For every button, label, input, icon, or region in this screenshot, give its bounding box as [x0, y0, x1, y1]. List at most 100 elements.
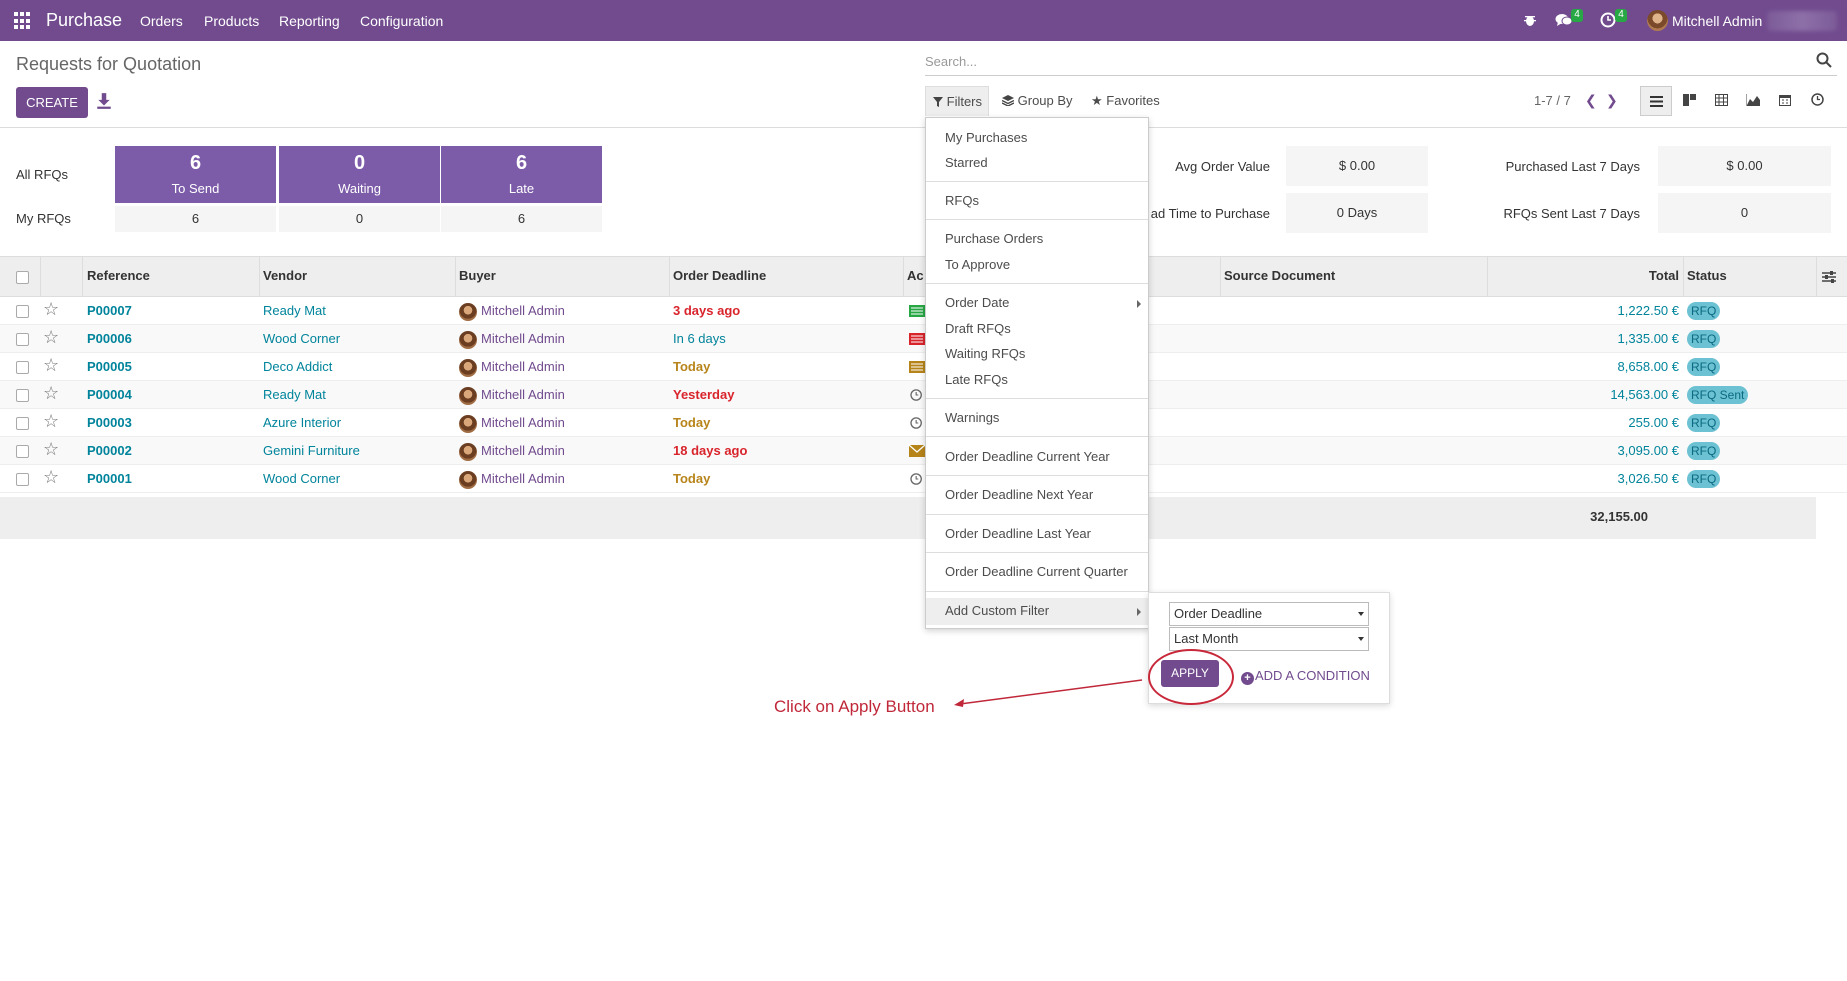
- search-icon[interactable]: [1816, 52, 1832, 68]
- table-row[interactable]: ☆ P00002 Gemini Furniture Mitchell Admin…: [0, 437, 1847, 465]
- tile-late[interactable]: 6 Late: [441, 146, 602, 203]
- star-icon[interactable]: ☆: [43, 467, 60, 487]
- menu-reporting[interactable]: Reporting: [279, 13, 340, 29]
- table-row[interactable]: ☆ P00001 Wood Corner Mitchell Admin Toda…: [0, 465, 1847, 493]
- table-row[interactable]: ☆ P00003 Azure Interior Mitchell Admin T…: [0, 409, 1847, 437]
- activity-todo-icon[interactable]: [909, 361, 925, 373]
- calendar-view-icon[interactable]: [1769, 86, 1801, 116]
- table-row[interactable]: ☆ P00005 Deco Addict Mitchell Admin Toda…: [0, 353, 1847, 381]
- row-buyer[interactable]: Mitchell Admin: [481, 359, 565, 374]
- filter-purchase-orders[interactable]: Purchase Orders: [945, 231, 1044, 246]
- row-buyer[interactable]: Mitchell Admin: [481, 331, 565, 346]
- row-vendor[interactable]: Deco Addict: [263, 359, 333, 374]
- app-menu-icon[interactable]: [14, 12, 32, 30]
- row-buyer[interactable]: Mitchell Admin: [481, 443, 565, 458]
- filter-deadline-next-year[interactable]: Order Deadline Next Year: [945, 487, 1094, 502]
- filter-my-purchases[interactable]: My Purchases: [945, 130, 1028, 145]
- star-icon[interactable]: ☆: [43, 383, 60, 403]
- messages-icon[interactable]: [1555, 12, 1573, 28]
- pager-previous-icon[interactable]: ❮: [1585, 92, 1597, 108]
- table-row[interactable]: ☆ P00006 Wood Corner Mitchell Admin In 6…: [0, 325, 1847, 353]
- add-condition-button[interactable]: + ADD A CONDITION: [1241, 668, 1370, 685]
- col-reference[interactable]: Reference: [87, 268, 150, 283]
- menu-products[interactable]: Products: [204, 13, 260, 29]
- filter-deadline-last-year[interactable]: Order Deadline Last Year: [945, 526, 1091, 541]
- filter-to-approve[interactable]: To Approve: [945, 257, 1011, 272]
- activity-todo-icon[interactable]: [909, 305, 925, 317]
- menu-orders[interactable]: Orders: [140, 13, 183, 29]
- row-reference[interactable]: P00006: [87, 331, 132, 346]
- filter-waiting-rfqs[interactable]: Waiting RFQs: [945, 346, 1026, 361]
- custom-filter-operator-select[interactable]: Last Month: [1169, 627, 1369, 651]
- my-to-send-count[interactable]: 6: [115, 206, 276, 232]
- debug-bug-icon[interactable]: [1521, 12, 1539, 28]
- row-buyer[interactable]: Mitchell Admin: [481, 471, 565, 486]
- star-icon[interactable]: ☆: [43, 439, 60, 459]
- row-checkbox[interactable]: [16, 473, 29, 486]
- tile-waiting[interactable]: 0 Waiting: [279, 146, 440, 203]
- menu-configuration[interactable]: Configuration: [360, 13, 444, 29]
- tile-to-send[interactable]: 6 To Send: [115, 146, 276, 203]
- optional-columns-icon[interactable]: [1822, 271, 1836, 283]
- star-icon[interactable]: ☆: [43, 355, 60, 375]
- col-vendor[interactable]: Vendor: [263, 268, 308, 283]
- row-vendor[interactable]: Ready Mat: [263, 387, 326, 402]
- my-waiting-count[interactable]: 0: [279, 206, 440, 232]
- filter-deadline-current-quarter[interactable]: Order Deadline Current Quarter: [945, 564, 1128, 579]
- row-checkbox[interactable]: [16, 333, 29, 346]
- create-button[interactable]: CREATE: [16, 87, 88, 118]
- row-reference[interactable]: P00004: [87, 387, 132, 402]
- filter-rfqs[interactable]: RFQs: [945, 193, 979, 208]
- filter-starred[interactable]: Starred: [945, 155, 988, 170]
- row-buyer[interactable]: Mitchell Admin: [481, 303, 565, 318]
- pager-value[interactable]: 1-7 / 7: [1534, 93, 1571, 108]
- filter-late-rfqs[interactable]: Late RFQs: [945, 372, 1008, 387]
- pager-next-icon[interactable]: ❯: [1606, 92, 1618, 108]
- row-checkbox[interactable]: [16, 417, 29, 430]
- row-checkbox[interactable]: [16, 445, 29, 458]
- custom-filter-field-select[interactable]: Order Deadline: [1169, 602, 1369, 626]
- group-by-button[interactable]: Group By: [1001, 93, 1073, 108]
- favorites-button[interactable]: ★ Favorites: [1091, 93, 1160, 109]
- search-input[interactable]: Search...: [925, 48, 1837, 76]
- filter-warnings[interactable]: Warnings: [945, 410, 1000, 425]
- pivot-view-icon[interactable]: [1705, 86, 1737, 116]
- row-reference[interactable]: P00001: [87, 471, 132, 486]
- filter-deadline-current-year[interactable]: Order Deadline Current Year: [945, 449, 1110, 464]
- user-avatar[interactable]: [1647, 10, 1668, 31]
- kanban-view-icon[interactable]: [1673, 86, 1705, 116]
- col-total[interactable]: Total: [1648, 268, 1679, 283]
- row-checkbox[interactable]: [16, 361, 29, 374]
- select-all-checkbox[interactable]: [16, 271, 29, 284]
- row-vendor[interactable]: Wood Corner: [263, 471, 341, 486]
- row-reference[interactable]: P00003: [87, 415, 132, 430]
- activity-todo-icon[interactable]: [909, 333, 925, 345]
- row-vendor[interactable]: Wood Corner: [263, 331, 341, 346]
- activity-view-icon[interactable]: [1801, 86, 1833, 116]
- star-icon[interactable]: ☆: [43, 411, 60, 431]
- activity-clock-icon[interactable]: [909, 389, 925, 401]
- user-menu[interactable]: Mitchell Admin: [1672, 13, 1763, 29]
- activities-clock-icon[interactable]: [1599, 12, 1617, 28]
- row-reference[interactable]: P00005: [87, 359, 132, 374]
- filter-order-date[interactable]: Order Date: [945, 295, 1010, 310]
- col-source-document[interactable]: Source Document: [1224, 268, 1336, 283]
- activity-clock-icon[interactable]: [909, 417, 925, 429]
- row-reference[interactable]: P00002: [87, 443, 132, 458]
- activity-email-icon[interactable]: [909, 445, 925, 457]
- row-buyer[interactable]: Mitchell Admin: [481, 415, 565, 430]
- table-row[interactable]: ☆ P00007 Ready Mat Mitchell Admin 3 days…: [0, 297, 1847, 325]
- row-reference[interactable]: P00007: [87, 303, 132, 318]
- row-vendor[interactable]: Gemini Furniture: [263, 443, 360, 458]
- row-vendor[interactable]: Azure Interior: [263, 415, 342, 430]
- filters-button[interactable]: Filters: [925, 86, 989, 116]
- download-icon[interactable]: [96, 92, 112, 110]
- filter-draft-rfqs[interactable]: Draft RFQs: [945, 321, 1011, 336]
- graph-view-icon[interactable]: [1737, 86, 1769, 116]
- row-checkbox[interactable]: [16, 389, 29, 402]
- col-status[interactable]: Status: [1687, 268, 1727, 283]
- row-buyer[interactable]: Mitchell Admin: [481, 387, 565, 402]
- star-icon[interactable]: ☆: [43, 299, 60, 319]
- star-icon[interactable]: ☆: [43, 327, 60, 347]
- activity-clock-icon[interactable]: [909, 473, 925, 485]
